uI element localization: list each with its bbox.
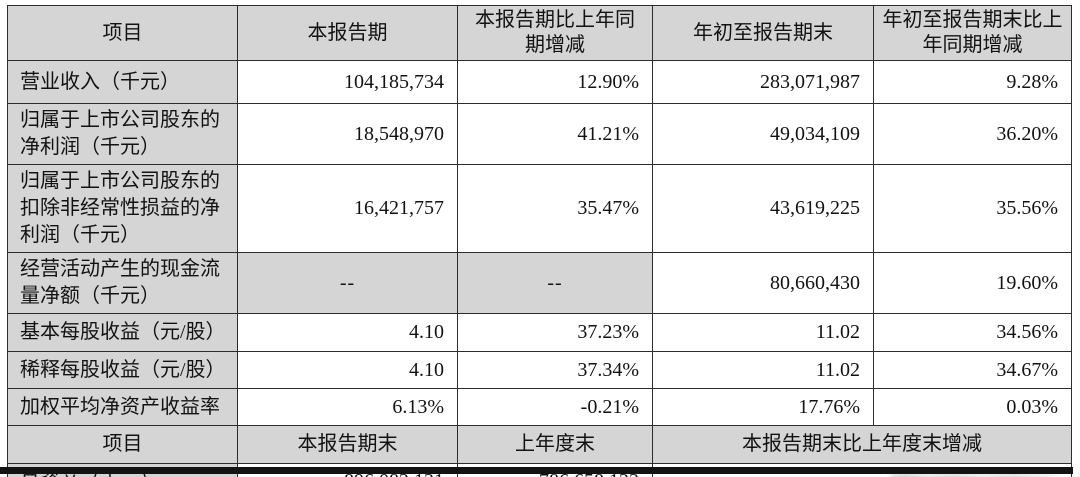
net-profit-ytd-yoy: 36.20% [873, 103, 1072, 165]
header2-prior-year-end: 上年度末 [457, 425, 653, 464]
diluted-eps-current: 4.10 [237, 351, 458, 389]
row-weighted-avg-roe: 加权平均净资产收益率 6.13% -0.21% 17.76% 0.03% [7, 388, 1072, 426]
net-profit-current-yoy: 41.21% [457, 103, 653, 165]
cash-flow-current-yoy: -- [457, 252, 653, 314]
row-basic-eps: 基本每股收益（元/股） 4.10 37.23% 11.02 34.56% [7, 313, 1072, 352]
deducted-profit-label: 归属于上市公司股东的扣除非经常性损益的净利润（千元） [7, 164, 238, 253]
roe-ytd: 17.76% [652, 388, 874, 426]
revenue-current-yoy: 12.90% [457, 60, 653, 104]
diluted-eps-label: 稀释每股收益（元/股） [7, 351, 238, 389]
diluted-eps-ytd: 11.02 [652, 351, 874, 389]
header2-change: 本报告期末比上年度末增减 [652, 425, 1072, 464]
financial-summary-table: 项目 本报告期 本报告期比上年同期增减 年初至报告期末 年初至报告期末比上年同期… [7, 5, 1072, 477]
basic-eps-ytd: 11.02 [652, 313, 874, 352]
header-ytd: 年初至报告期末 [652, 5, 874, 61]
roe-current: 6.13% [237, 388, 458, 426]
header-item: 项目 [7, 5, 238, 61]
row-net-profit: 归属于上市公司股东的净利润（千元） 18,548,970 41.21% 49,0… [7, 103, 1072, 165]
revenue-current: 104,185,734 [237, 60, 458, 104]
deducted-profit-current-yoy: 35.47% [457, 164, 653, 253]
header-current-yoy: 本报告期比上年同期增减 [457, 5, 653, 61]
net-profit-current: 18,548,970 [237, 103, 458, 165]
basic-eps-label: 基本每股收益（元/股） [7, 313, 238, 352]
net-profit-label: 归属于上市公司股东的净利润（千元） [7, 103, 238, 165]
basic-eps-ytd-yoy: 34.56% [873, 313, 1072, 352]
row-revenue: 营业收入（千元） 104,185,734 12.90% 283,071,987 … [7, 60, 1072, 104]
deducted-profit-ytd: 43,619,225 [652, 164, 874, 253]
revenue-ytd: 283,071,987 [652, 60, 874, 104]
deducted-profit-current: 16,421,757 [237, 164, 458, 253]
revenue-ytd-yoy: 9.28% [873, 60, 1072, 104]
header-row-1: 项目 本报告期 本报告期比上年同期增减 年初至报告期末 年初至报告期末比上年同期… [7, 5, 1072, 61]
row-diluted-eps: 稀释每股收益（元/股） 4.10 37.34% 11.02 34.67% [7, 351, 1072, 389]
row-net-profit-deducted: 归属于上市公司股东的扣除非经常性损益的净利润（千元） 16,421,757 35… [7, 164, 1072, 253]
header2-item: 项目 [7, 425, 238, 464]
diluted-eps-ytd-yoy: 34.67% [873, 351, 1072, 389]
net-profit-ytd: 49,034,109 [652, 103, 874, 165]
revenue-label: 营业收入（千元） [7, 60, 238, 104]
basic-eps-current-yoy: 37.23% [457, 313, 653, 352]
cash-flow-ytd-yoy: 19.60% [873, 252, 1072, 314]
header2-period-end: 本报告期末 [237, 425, 458, 464]
deducted-profit-ytd-yoy: 35.56% [873, 164, 1072, 253]
header-row-2: 项目 本报告期末 上年度末 本报告期末比上年度末增减 [7, 425, 1072, 464]
cash-flow-ytd: 80,660,430 [652, 252, 874, 314]
basic-eps-current: 4.10 [237, 313, 458, 352]
header-current-period: 本报告期 [237, 5, 458, 61]
bottom-divider-bar [0, 467, 1073, 474]
watermark-smudge [890, 473, 1062, 477]
roe-ytd-yoy: 0.03% [873, 388, 1072, 426]
header-ytd-yoy: 年初至报告期末比上年同期增减 [873, 5, 1072, 61]
roe-current-yoy: -0.21% [457, 388, 653, 426]
cash-flow-label: 经营活动产生的现金流量净额（千元） [7, 252, 238, 314]
row-operating-cash-flow: 经营活动产生的现金流量净额（千元） -- -- 80,660,430 19.60… [7, 252, 1072, 314]
roe-label: 加权平均净资产收益率 [7, 388, 238, 426]
cash-flow-current: -- [237, 252, 458, 314]
diluted-eps-current-yoy: 37.34% [457, 351, 653, 389]
